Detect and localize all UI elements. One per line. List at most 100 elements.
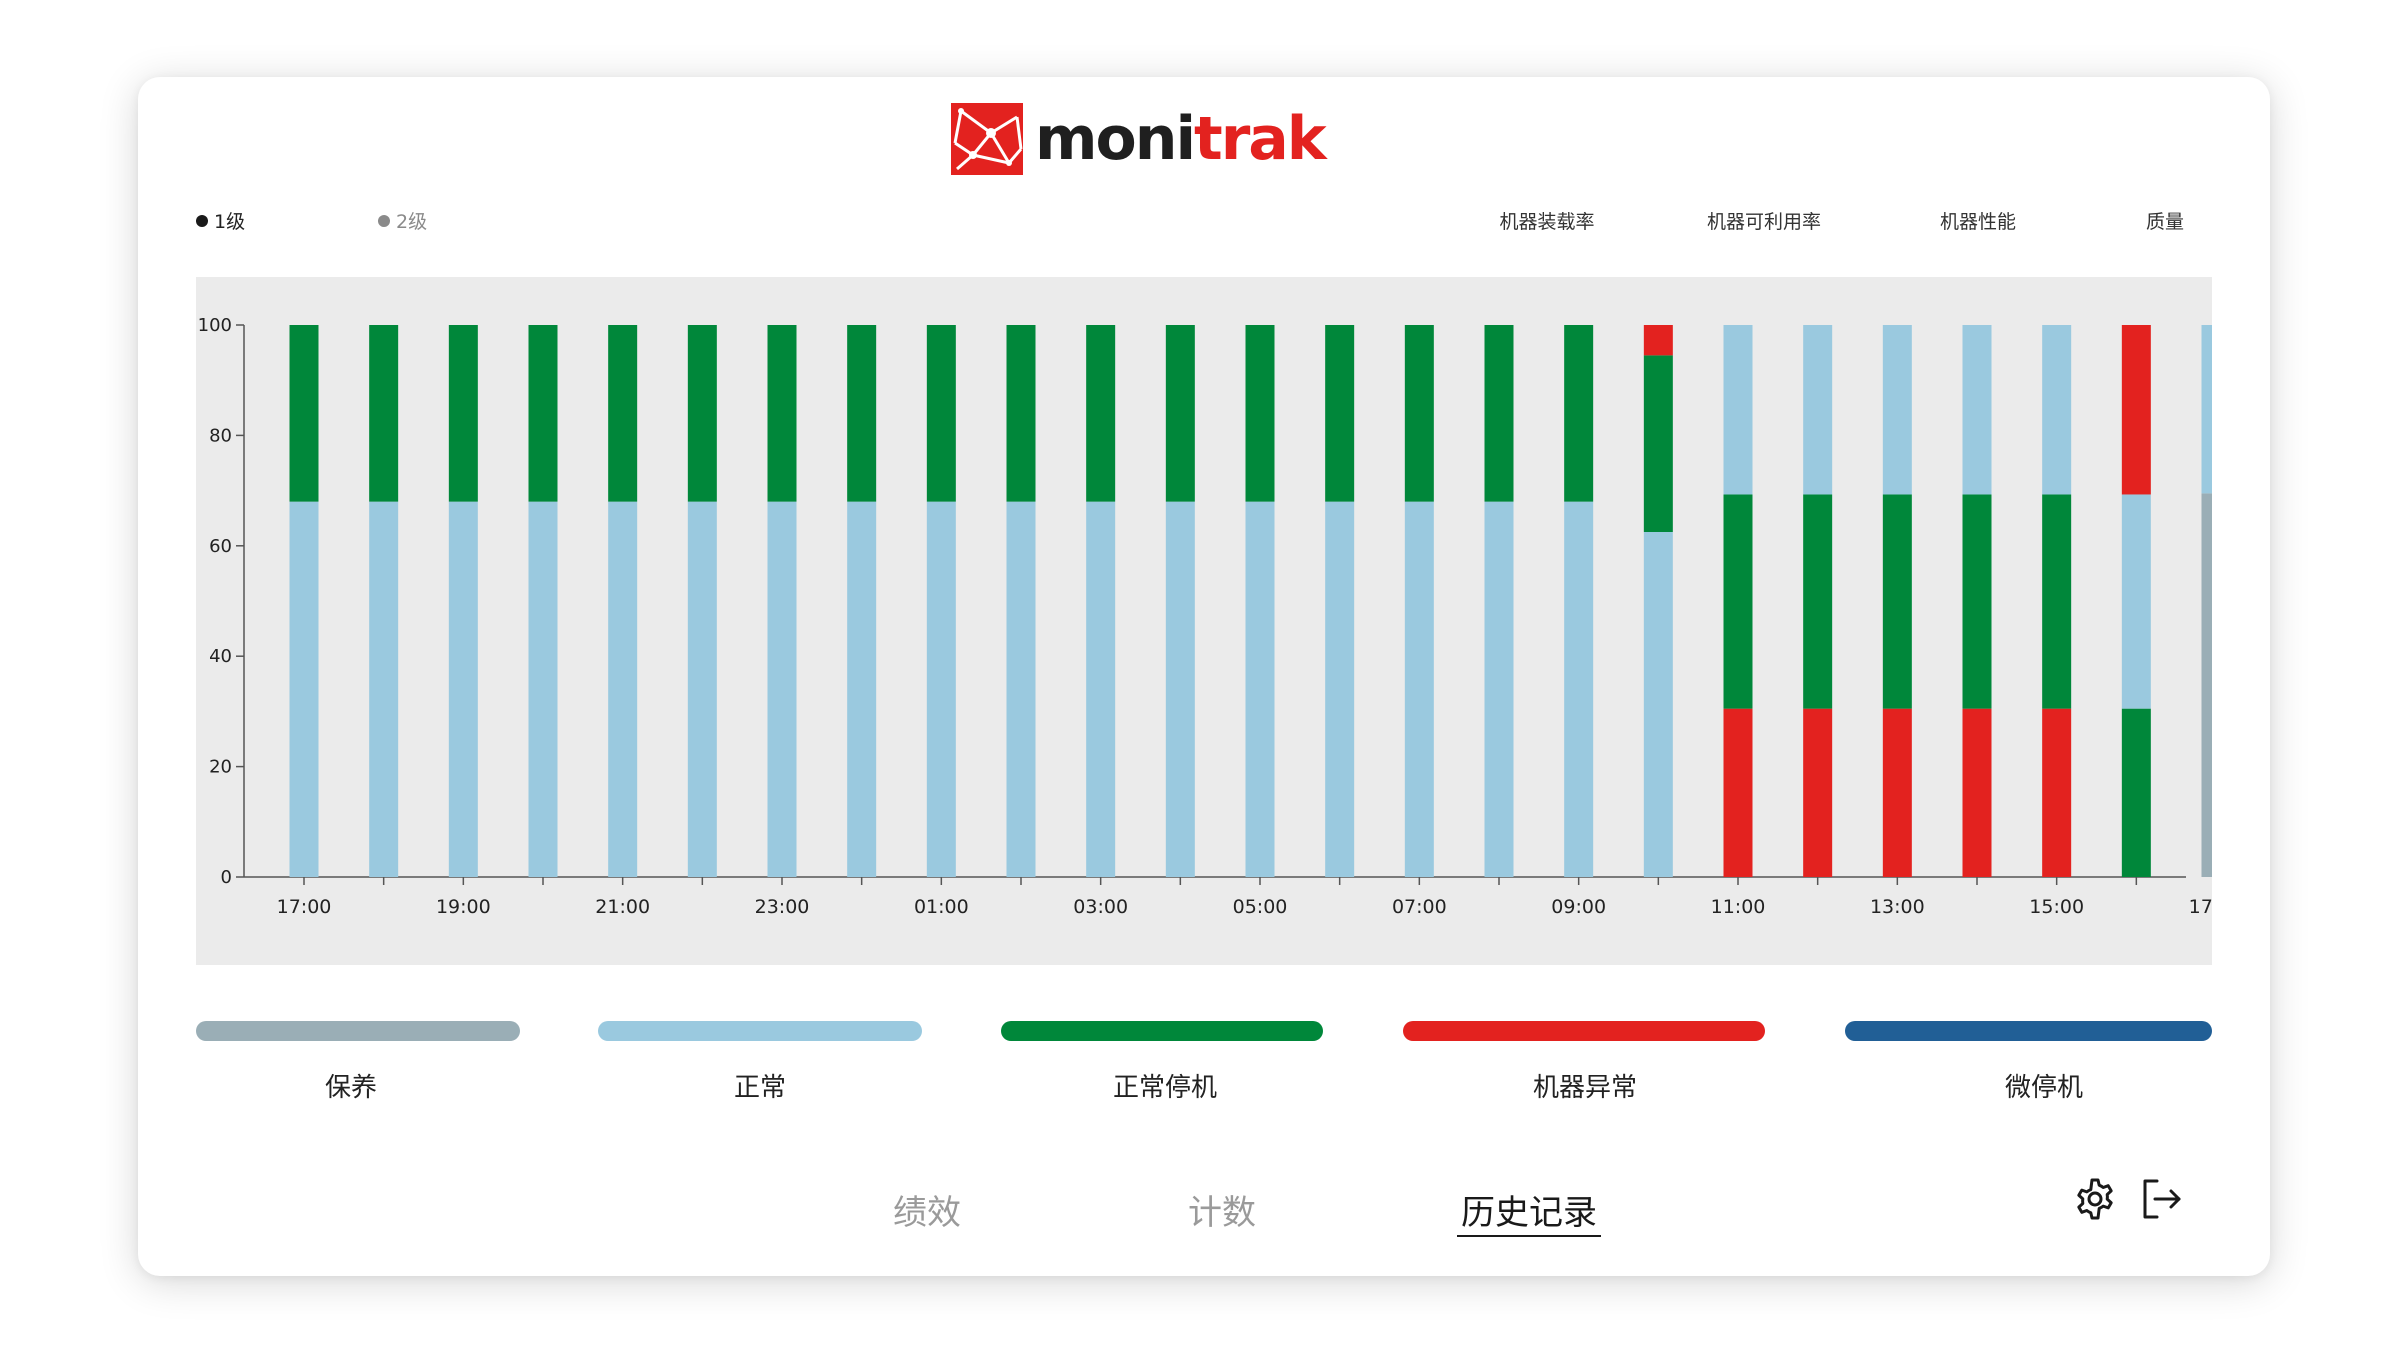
x-tick-label: 09:00: [1551, 896, 1606, 918]
bar-segment: [1325, 325, 1355, 502]
bar-segment: [1803, 494, 1833, 709]
x-tick-label: 17:00: [2189, 896, 2212, 918]
metric-quality[interactable]: 质量: [2145, 211, 2185, 233]
bar-segment: [926, 501, 956, 877]
bar-segment: [2201, 493, 2212, 877]
level-1-label: 1级: [214, 211, 246, 233]
x-tick-label: 21:00: [595, 896, 650, 918]
x-tick-label: 15:00: [2029, 896, 2084, 918]
metric-machine-availability[interactable]: 机器可利用率: [1706, 211, 1822, 233]
x-tick-label: 03:00: [1073, 896, 1128, 918]
stacked-bar-chart: 0 20 40 60 80 100 17:00 19:00 21:00 23:00 01:00 03:…: [198, 315, 2212, 918]
bar-segment: [1484, 325, 1514, 502]
bar-segment: [1803, 708, 1833, 877]
bar-segment: [1962, 494, 1992, 709]
bar-segment: [1723, 494, 1753, 709]
logout-icon: [2143, 1179, 2181, 1219]
y-tick-label: 20: [209, 757, 232, 778]
legend-label-machine-fault: 机器异常: [1532, 1073, 1638, 1103]
x-tick-label: 11:00: [1711, 896, 1766, 918]
bar-segment: [1006, 501, 1036, 877]
legend-label-maintenance: 保养: [324, 1073, 378, 1103]
bar-segment: [608, 501, 638, 877]
bar-segment: [448, 501, 478, 877]
x-tick-label: 19:00: [436, 896, 491, 918]
bar-segment: [1803, 325, 1833, 495]
tab-history[interactable]: 历史记录: [1461, 1193, 1597, 1233]
metric-machine-loading[interactable]: 机器装载率: [1499, 211, 1595, 233]
tab-performance[interactable]: 绩效: [893, 1193, 961, 1233]
settings-button[interactable]: [2071, 1175, 2119, 1223]
bar-segment: [847, 501, 877, 877]
bar-segment: [1962, 325, 1992, 495]
history-chart: 0 20 40 60 80 100 17:00 19:00 21:00 23:00 01:00 03:…: [196, 277, 2212, 965]
bar-segment: [2121, 325, 2151, 495]
x-tick-label: 07:00: [1392, 896, 1447, 918]
bar-segment: [2201, 325, 2212, 494]
legend-swatch-micro-stop: [1845, 1021, 2212, 1041]
bar-segment: [1882, 325, 1912, 495]
bar-segment: [289, 501, 319, 877]
bar-segment: [1564, 501, 1594, 877]
bar-segment: [687, 325, 717, 502]
x-tick-label: 13:00: [1870, 896, 1925, 918]
logo-wordmark: monitrak: [1035, 104, 1327, 174]
x-tick-label: 01:00: [914, 896, 969, 918]
bar-segment: [1723, 708, 1753, 877]
bar-segment: [1882, 494, 1912, 709]
bar-segment: [1643, 355, 1673, 532]
legend-swatch-maintenance: [196, 1021, 520, 1041]
bar-segment: [2121, 494, 2151, 709]
bar-segment: [2042, 325, 2072, 495]
bar-segment: [767, 325, 797, 502]
legend-swatch-normal: [598, 1021, 922, 1041]
metric-machine-performance[interactable]: 机器性能: [1939, 211, 2017, 233]
bar-segment: [1006, 325, 1036, 502]
bar-segment: [1882, 708, 1912, 877]
bar-segment: [1245, 501, 1275, 877]
x-tick-label: 23:00: [755, 896, 810, 918]
gear-icon: [2077, 1178, 2113, 1220]
tab-count[interactable]: 计数: [1188, 1193, 1256, 1233]
y-tick-label: 100: [198, 315, 232, 336]
bar-segment: [2042, 708, 2072, 877]
level-1-toggle[interactable]: 1级: [196, 207, 245, 234]
bar-segment: [1564, 325, 1594, 502]
bar-segment: [1643, 532, 1673, 877]
bar-segment: [528, 325, 558, 502]
bar-segment: [1962, 708, 1992, 877]
legend-label-normal-stop: 正常停机: [1112, 1073, 1218, 1103]
legend-label-micro-stop: 微停机: [2004, 1073, 2084, 1103]
monitrak-logo: monitrak: [951, 103, 1327, 175]
bar-segment: [1245, 325, 1275, 502]
bar-segment: [1086, 501, 1116, 877]
bar-segment: [847, 325, 877, 502]
bar-segment: [1404, 325, 1434, 502]
main-card: monitrak 1级 2级 机器装载率 机器可利用率 机器性能 质量 0 20 4…: [138, 77, 2270, 1276]
level-2-toggle[interactable]: 2级: [378, 207, 427, 234]
level-2-label: 2级: [396, 211, 428, 233]
logout-button[interactable]: [2137, 1175, 2185, 1223]
bar-segment: [608, 325, 638, 502]
bar-segment: [528, 501, 558, 877]
y-tick-label: 0: [221, 867, 232, 888]
bar-segment: [1643, 325, 1673, 356]
bar-segment: [369, 501, 399, 877]
bar-segment: [369, 325, 399, 502]
legend-label-normal: 正常: [733, 1073, 787, 1103]
bar-segment: [2121, 708, 2151, 877]
y-tick-label: 40: [209, 646, 232, 667]
network-grid-icon: [951, 103, 1023, 175]
bar-segment: [687, 501, 717, 877]
level-1-dot: [196, 214, 208, 227]
legend-swatch-normal-stop: [1001, 1021, 1323, 1041]
level-2-dot: [378, 214, 390, 227]
bar-segment: [1484, 501, 1514, 877]
bar-segment: [1723, 325, 1753, 495]
bar-segment: [1165, 325, 1195, 502]
x-tick-label: 05:00: [1233, 896, 1288, 918]
bar-segment: [1086, 325, 1116, 502]
x-tick-label: 17:00: [277, 896, 332, 918]
bar-segment: [767, 501, 797, 877]
bar-segment: [448, 325, 478, 502]
